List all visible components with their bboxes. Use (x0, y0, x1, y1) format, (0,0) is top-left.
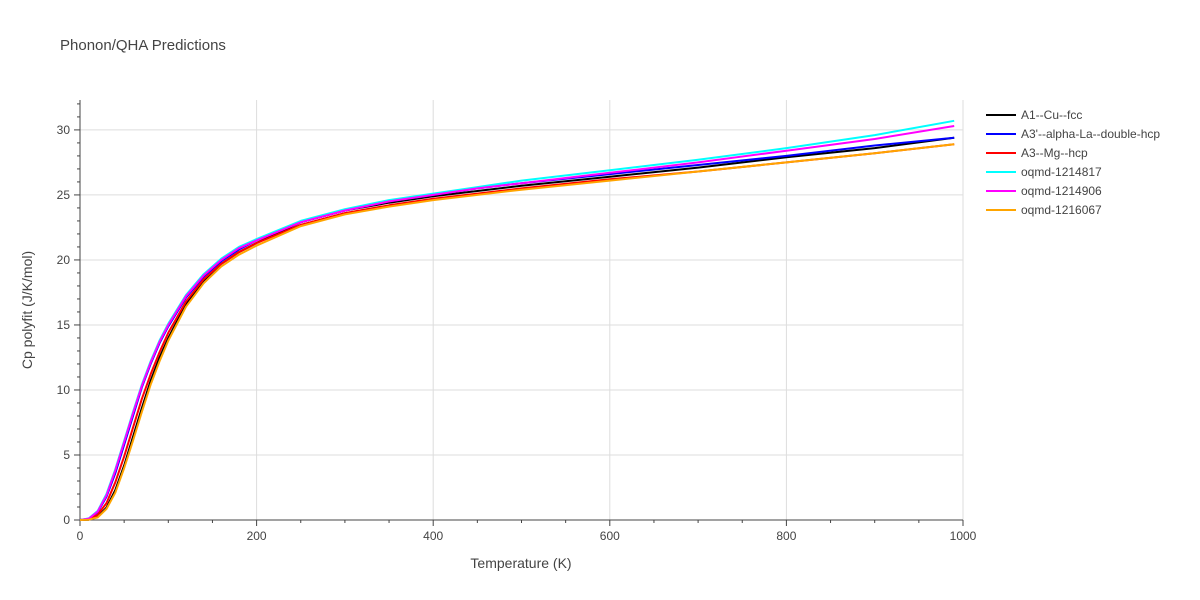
y-tick-label: 15 (57, 318, 71, 332)
series-line-5 (79, 143, 955, 521)
legend-item[interactable]: A1--Cu--fcc (986, 108, 1082, 122)
legend-label: oqmd-1214817 (1021, 165, 1102, 179)
y-tick-label: 25 (57, 188, 71, 202)
x-tick-label: 400 (423, 529, 443, 543)
x-tick-label: 200 (247, 529, 267, 543)
y-tick-label: 20 (57, 253, 71, 267)
y-axis-label: Cp polyfit (J/K/mol) (19, 251, 35, 369)
axes: 0 200 400 600 800 1000 0 5 10 15 20 25 30 (57, 100, 977, 543)
legend-label: A3--Mg--hcp (1021, 146, 1088, 160)
series-line-3 (79, 119, 955, 521)
x-tick-label: 1000 (950, 529, 977, 543)
legend-label: oqmd-1214906 (1021, 184, 1102, 198)
x-tick-label: 0 (77, 529, 84, 543)
chart-title: Phonon/QHA Predictions (60, 37, 226, 54)
y-tick-label: 0 (63, 513, 70, 527)
legend-item[interactable]: oqmd-1216067 (986, 203, 1102, 217)
grid (80, 100, 964, 520)
y-tick-label: 30 (57, 123, 71, 137)
legend: A1--Cu--fcc A3'--alpha-La--double-hcp A3--… (986, 108, 1160, 217)
y-tick-label: 5 (63, 448, 70, 462)
legend-label: A3'--alpha-La--double-hcp (1021, 127, 1160, 141)
legend-item[interactable]: A3--Mg--hcp (986, 146, 1088, 160)
legend-label: A1--Cu--fcc (1021, 108, 1082, 122)
x-axis-label: Temperature (K) (470, 555, 571, 571)
legend-item[interactable]: A3'--alpha-La--double-hcp (986, 127, 1160, 141)
series-line-4 (79, 125, 955, 521)
legend-item[interactable]: oqmd-1214906 (986, 184, 1102, 198)
series-line-2 (79, 143, 955, 521)
legend-label: oqmd-1216067 (1021, 203, 1102, 217)
x-tick-label: 800 (776, 529, 796, 543)
series-lines (79, 119, 955, 521)
legend-item[interactable]: oqmd-1214817 (986, 165, 1102, 179)
x-tick-label: 600 (600, 529, 620, 543)
y-tick-label: 10 (57, 383, 71, 397)
